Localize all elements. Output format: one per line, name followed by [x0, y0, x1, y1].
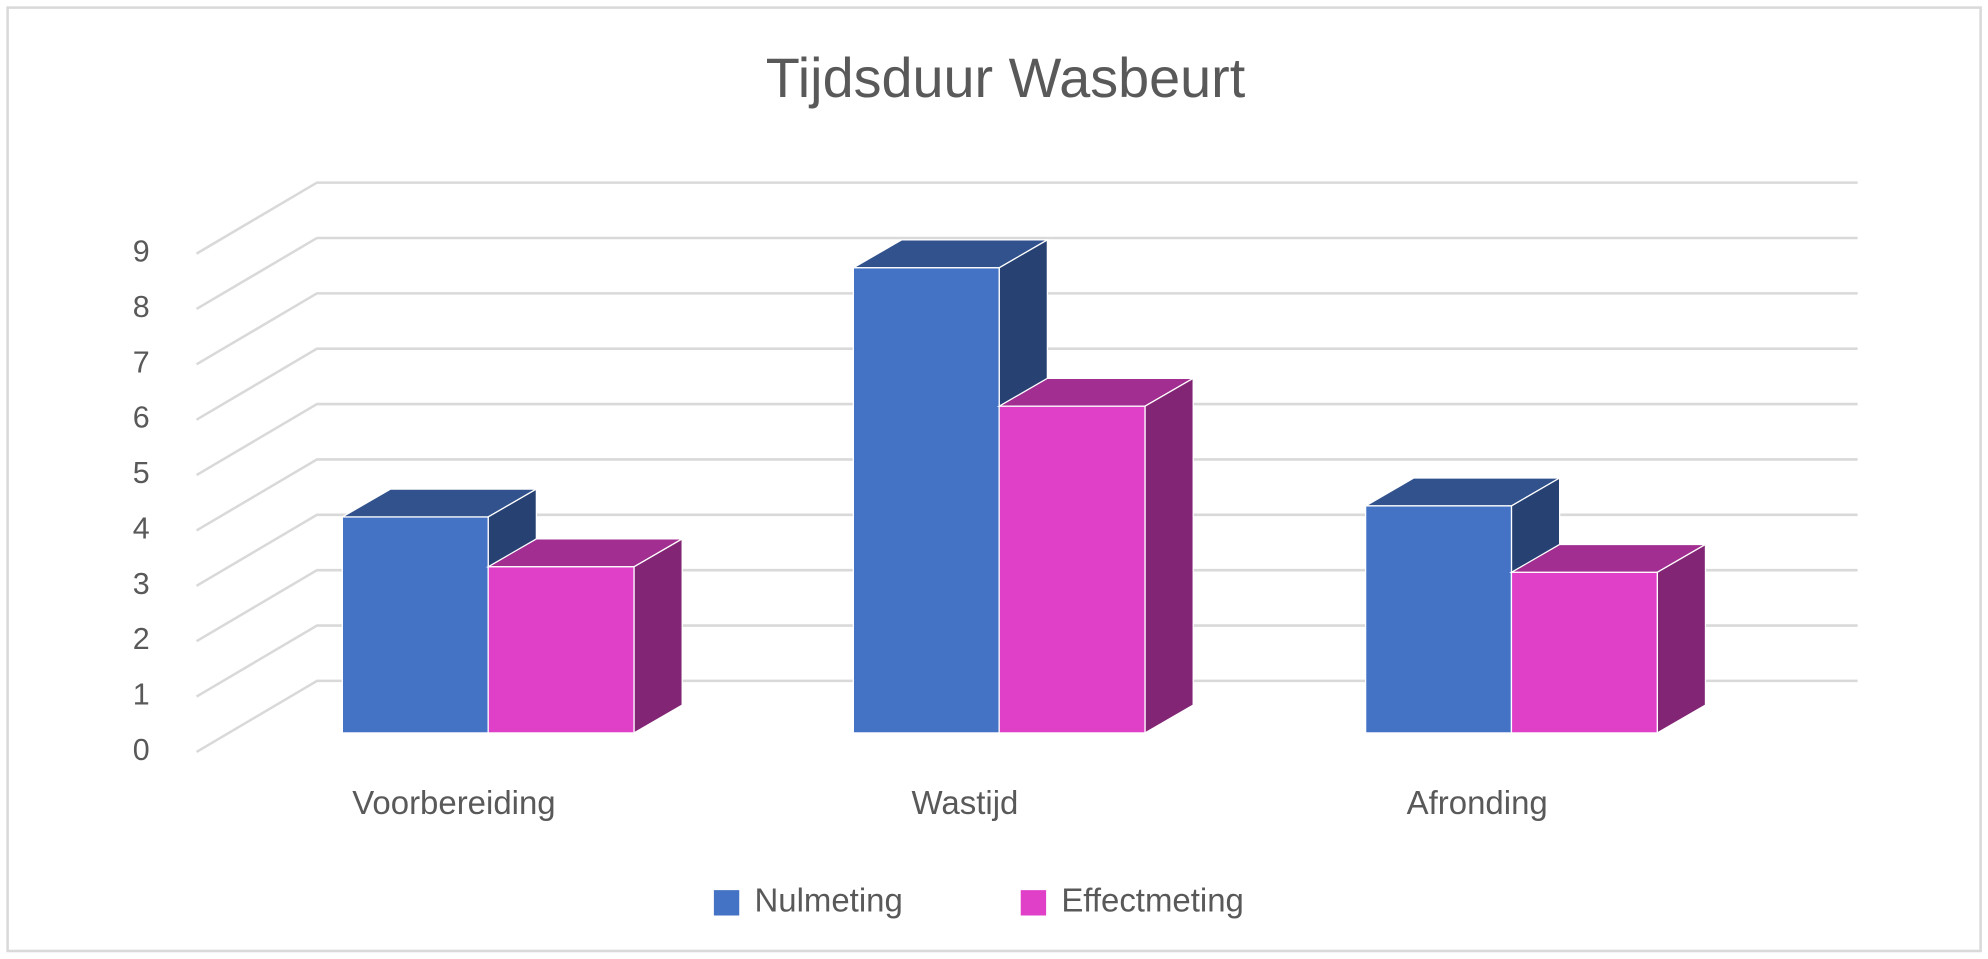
x-tick-label: Voorbereiding: [352, 784, 555, 821]
grid-line: [195, 347, 1858, 421]
y-tick-label: 3: [133, 567, 150, 601]
y-tick-label: 0: [133, 733, 150, 767]
grid-line: [195, 624, 1858, 698]
grid-line: [195, 458, 1858, 532]
y-tick-label: 5: [133, 456, 150, 490]
y-tick-label: 9: [133, 235, 150, 269]
chart-area: Tijdsduur Wasbeurt 0 1 2 3 4 5 6 7 8 9 Voorbereidi…: [6, 6, 1982, 953]
y-tick-label: 4: [133, 511, 150, 545]
grid-line: [195, 679, 1858, 754]
y-tick-label: 7: [133, 345, 150, 379]
bar-front: [341, 516, 489, 734]
y-tick-label: 6: [133, 401, 150, 435]
legend-label: Nulmeting: [754, 882, 902, 919]
bar-side: [1144, 377, 1194, 735]
x-tick-label: Wastijd: [912, 784, 1019, 821]
legend-swatch: [713, 890, 740, 916]
bar-front: [852, 267, 1000, 734]
chart-title: Tijdsduur Wasbeurt: [766, 46, 1246, 109]
grid-line: [195, 568, 1858, 643]
grid-line: [195, 236, 1858, 311]
y-tick-label: 8: [133, 290, 150, 324]
grid-line: [195, 402, 1858, 477]
bar-front: [487, 566, 635, 734]
bar-side: [633, 537, 683, 735]
bar-front: [1510, 571, 1658, 734]
grid-line: [195, 292, 1858, 366]
bar-front: [998, 405, 1146, 734]
x-tick-label: Afronding: [1407, 784, 1548, 821]
y-tick-label: 2: [133, 622, 150, 656]
y-tick-label: 1: [133, 678, 150, 712]
legend-label: Effectmeting: [1061, 882, 1244, 919]
grid-line: [195, 181, 1858, 255]
bar-side: [1656, 543, 1707, 735]
bar: [485, 537, 685, 735]
legend-swatch: [1020, 890, 1047, 916]
bar: [996, 377, 1196, 735]
bar: [1509, 543, 1708, 735]
bar-front: [1365, 505, 1513, 734]
grid-line: [195, 513, 1858, 587]
